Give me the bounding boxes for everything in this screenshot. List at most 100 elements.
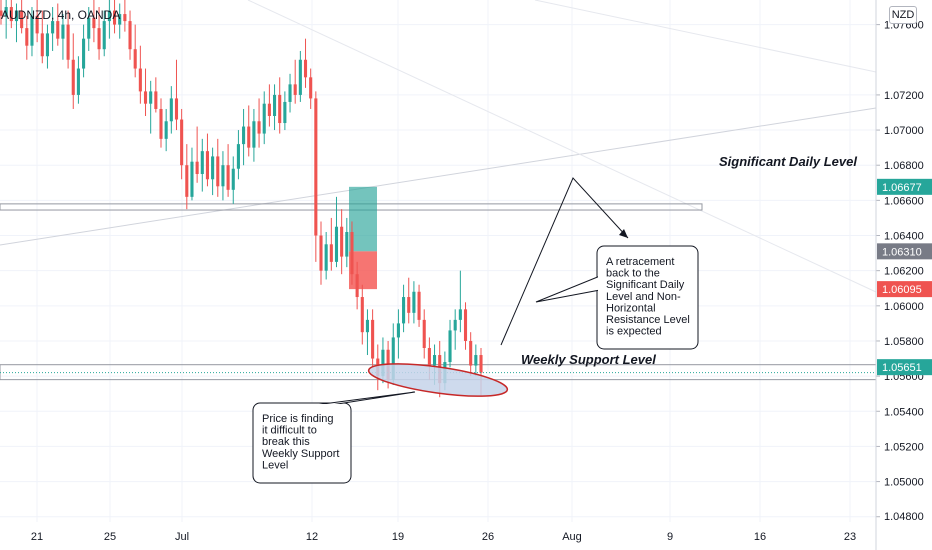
support-note-line: Level <box>262 459 288 471</box>
candle <box>35 0 39 43</box>
price-badge-bg <box>877 178 932 195</box>
candle-body <box>56 21 60 39</box>
candle <box>174 59 179 131</box>
candle <box>30 7 34 57</box>
x-tick-label: Jul <box>175 531 189 543</box>
candle <box>169 86 173 134</box>
price-badge: 1.06310 <box>877 243 932 260</box>
candle-body <box>293 84 297 95</box>
x-tick-label: 12 <box>306 531 318 543</box>
candle <box>412 281 416 324</box>
upper-trendline <box>247 0 877 293</box>
candle <box>190 147 194 201</box>
candle <box>448 319 452 368</box>
candle-body <box>309 77 313 99</box>
candle-body <box>4 7 8 16</box>
candle-body <box>87 17 91 39</box>
drawings[interactable] <box>0 177 876 403</box>
candle <box>216 138 220 197</box>
candle <box>118 3 122 39</box>
candle <box>236 130 240 180</box>
candle-body <box>169 98 173 122</box>
candle <box>56 3 60 46</box>
candle <box>417 284 421 327</box>
candle <box>14 3 19 43</box>
symbol-label: AUDNZD, 4h, OANDA <box>1 8 120 22</box>
candle <box>123 0 127 32</box>
candle-body <box>211 156 215 180</box>
candle-body <box>469 340 473 366</box>
candle <box>458 270 462 333</box>
y-tick-label: 1.06400 <box>884 231 924 243</box>
candle <box>45 24 49 69</box>
candle-body <box>200 151 204 174</box>
candle-body <box>118 14 122 25</box>
candle <box>242 108 246 166</box>
candle-body <box>195 161 199 174</box>
candle <box>345 217 349 268</box>
candle <box>453 309 457 350</box>
candle <box>149 80 153 134</box>
y-tick-label: 1.06200 <box>884 266 924 278</box>
retracement-note-tail <box>535 275 601 303</box>
candle-body <box>102 21 106 50</box>
candle <box>51 7 55 51</box>
candle-body <box>340 226 344 257</box>
candle <box>474 344 478 377</box>
retracement-note-line: back to the <box>606 268 660 280</box>
candle <box>9 0 13 29</box>
time-axis[interactable]: 21 25 Jul 12 19 26 Aug 9 16 23 <box>31 531 856 543</box>
candle <box>185 144 189 210</box>
level-zones <box>0 203 877 381</box>
y-tick-label: 1.06600 <box>884 195 924 207</box>
price-badge-bg <box>877 281 932 298</box>
x-tick-label: Aug <box>562 531 582 543</box>
candle <box>267 84 271 127</box>
candle <box>422 309 426 359</box>
position-target-zone <box>349 186 377 252</box>
candle-body <box>407 297 411 313</box>
candle-body <box>350 232 354 275</box>
candle-body <box>479 355 483 373</box>
price-axis[interactable]: 1.076001.072001.070001.068001.066001.064… <box>875 0 932 550</box>
candle-body <box>82 38 86 69</box>
candle <box>40 10 44 64</box>
candle-body <box>0 10 3 16</box>
candle-body <box>9 7 13 22</box>
candle <box>309 68 313 109</box>
price-badge: 1.05651 <box>877 359 932 376</box>
candle <box>319 221 323 285</box>
retracement-note-line: is expected <box>606 326 662 338</box>
candle <box>360 284 364 345</box>
retracement-note-line: Level and Non- <box>606 291 681 303</box>
candle-body <box>180 119 184 166</box>
retracement-note-line: Horizontal <box>606 302 656 314</box>
long-position-tool[interactable] <box>349 186 377 290</box>
candle-body <box>107 10 111 22</box>
y-tick-label: 1.05400 <box>884 406 924 418</box>
candle-body <box>474 355 478 366</box>
candle <box>211 147 215 196</box>
weekly-support-level-label: Weekly Support Level <box>521 352 656 367</box>
candle <box>87 7 91 51</box>
candle <box>221 151 225 201</box>
candle <box>247 105 251 157</box>
x-tick-label: 26 <box>482 531 494 543</box>
candle-body <box>71 59 75 95</box>
candle-body <box>391 337 395 380</box>
currency-badge[interactable]: NZD <box>889 6 917 24</box>
candle-body <box>113 10 117 25</box>
candle <box>329 217 333 271</box>
price-badge-bg <box>877 359 932 376</box>
candle-body <box>324 244 328 271</box>
candle <box>102 10 106 57</box>
projection-arrowhead <box>619 229 628 238</box>
support-ellipse <box>367 363 509 397</box>
support-note-fill <box>254 404 350 482</box>
candle <box>298 50 302 102</box>
candle-body <box>231 168 235 190</box>
candle-body <box>283 101 287 124</box>
